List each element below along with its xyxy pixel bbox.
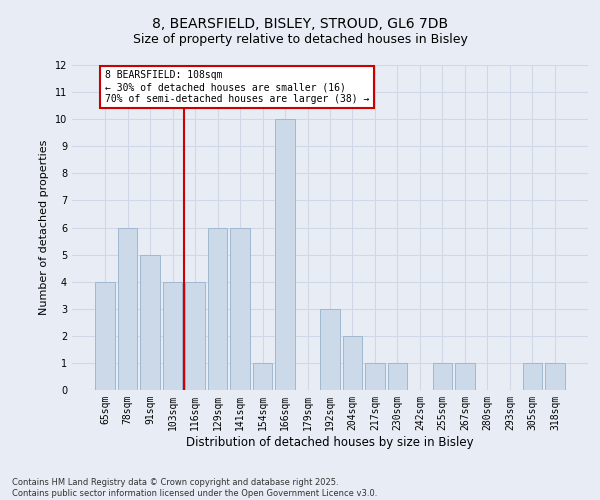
Bar (388, 363, 407, 390)
Y-axis label: Number of detached properties: Number of detached properties (39, 140, 49, 315)
X-axis label: Distribution of detached houses by size in Bisley: Distribution of detached houses by size … (186, 436, 474, 448)
Bar (365, 363, 385, 390)
Bar (185, 282, 205, 390)
Bar (163, 282, 182, 390)
Bar (230, 228, 250, 390)
Bar (320, 308, 340, 390)
Bar (275, 119, 295, 390)
Bar (343, 336, 362, 390)
Bar (95, 282, 115, 390)
Bar (545, 363, 565, 390)
Text: 8, BEARSFIELD, BISLEY, STROUD, GL6 7DB: 8, BEARSFIELD, BISLEY, STROUD, GL6 7DB (152, 18, 448, 32)
Text: 8 BEARSFIELD: 108sqm
← 30% of detached houses are smaller (16)
70% of semi-detac: 8 BEARSFIELD: 108sqm ← 30% of detached h… (105, 70, 370, 104)
Text: Size of property relative to detached houses in Bisley: Size of property relative to detached ho… (133, 32, 467, 46)
Bar (118, 228, 137, 390)
Bar (140, 254, 160, 390)
Bar (208, 228, 227, 390)
Bar (253, 363, 272, 390)
Bar (523, 363, 542, 390)
Bar (433, 363, 452, 390)
Bar (455, 363, 475, 390)
Text: Contains HM Land Registry data © Crown copyright and database right 2025.
Contai: Contains HM Land Registry data © Crown c… (12, 478, 377, 498)
